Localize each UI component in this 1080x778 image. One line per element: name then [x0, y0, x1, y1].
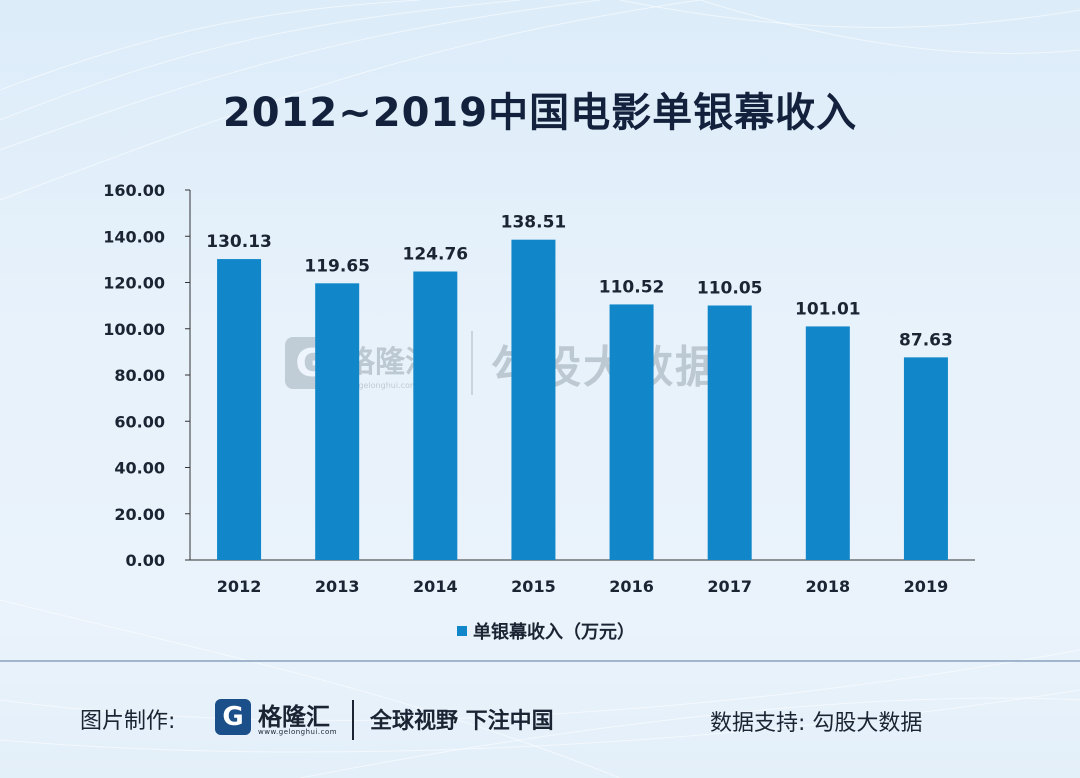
x-tick-label: 2012	[217, 577, 262, 596]
footer-logo-icon: G	[215, 699, 251, 735]
footer-divider	[0, 660, 1080, 662]
y-tick-label: 20.00	[114, 505, 165, 524]
y-tick-label: 160.00	[103, 181, 165, 200]
data-label: 119.65	[304, 256, 370, 276]
chart-title: 2012~2019中国电影单银幕收入	[222, 90, 858, 136]
bar	[903, 357, 948, 560]
data-label: 130.13	[206, 232, 272, 252]
footer-url: www.gelonghui.com	[258, 728, 338, 736]
x-tick-label: 2013	[315, 577, 360, 596]
x-tick-label: 2018	[806, 577, 851, 596]
data-label: 101.01	[795, 299, 861, 319]
footer-separator	[352, 700, 354, 740]
footer-slogan: 全球视野 下注中国	[370, 709, 554, 734]
footer-made-by-label: 图片制作:	[80, 709, 176, 734]
x-tick-label: 2019	[904, 577, 949, 596]
y-tick-label: 40.00	[114, 459, 165, 478]
bar	[511, 239, 556, 560]
y-tick-label: 0.00	[126, 551, 165, 570]
y-tick-label: 140.00	[103, 227, 165, 246]
x-tick-label: 2017	[707, 577, 752, 596]
data-label: 124.76	[403, 244, 469, 264]
data-label: 110.52	[599, 277, 665, 297]
x-tick-label: 2015	[511, 577, 556, 596]
watermark-divider	[471, 331, 473, 395]
legend-label: 单银幕收入（万元）	[473, 621, 635, 643]
data-label: 138.51	[501, 213, 567, 233]
bar	[315, 283, 360, 560]
data-label: 87.63	[899, 330, 953, 350]
legend-swatch	[457, 626, 467, 636]
bar	[609, 304, 654, 560]
x-tick-label: 2014	[413, 577, 458, 596]
x-tick-label: 2016	[609, 577, 654, 596]
y-tick-label: 80.00	[114, 366, 165, 385]
y-tick-label: 100.00	[103, 320, 165, 339]
bar	[217, 259, 262, 560]
watermark-url: www.gelonghui.com	[337, 380, 418, 390]
bar	[707, 305, 752, 560]
y-tick-label: 120.00	[103, 274, 165, 293]
data-label: 110.05	[697, 279, 763, 299]
bar	[805, 326, 850, 560]
bar	[413, 271, 458, 560]
y-tick-label: 60.00	[114, 412, 165, 431]
footer-data-support: 数据支持: 勾股大数据	[710, 711, 923, 736]
footer-brand: 格隆汇	[258, 703, 330, 731]
